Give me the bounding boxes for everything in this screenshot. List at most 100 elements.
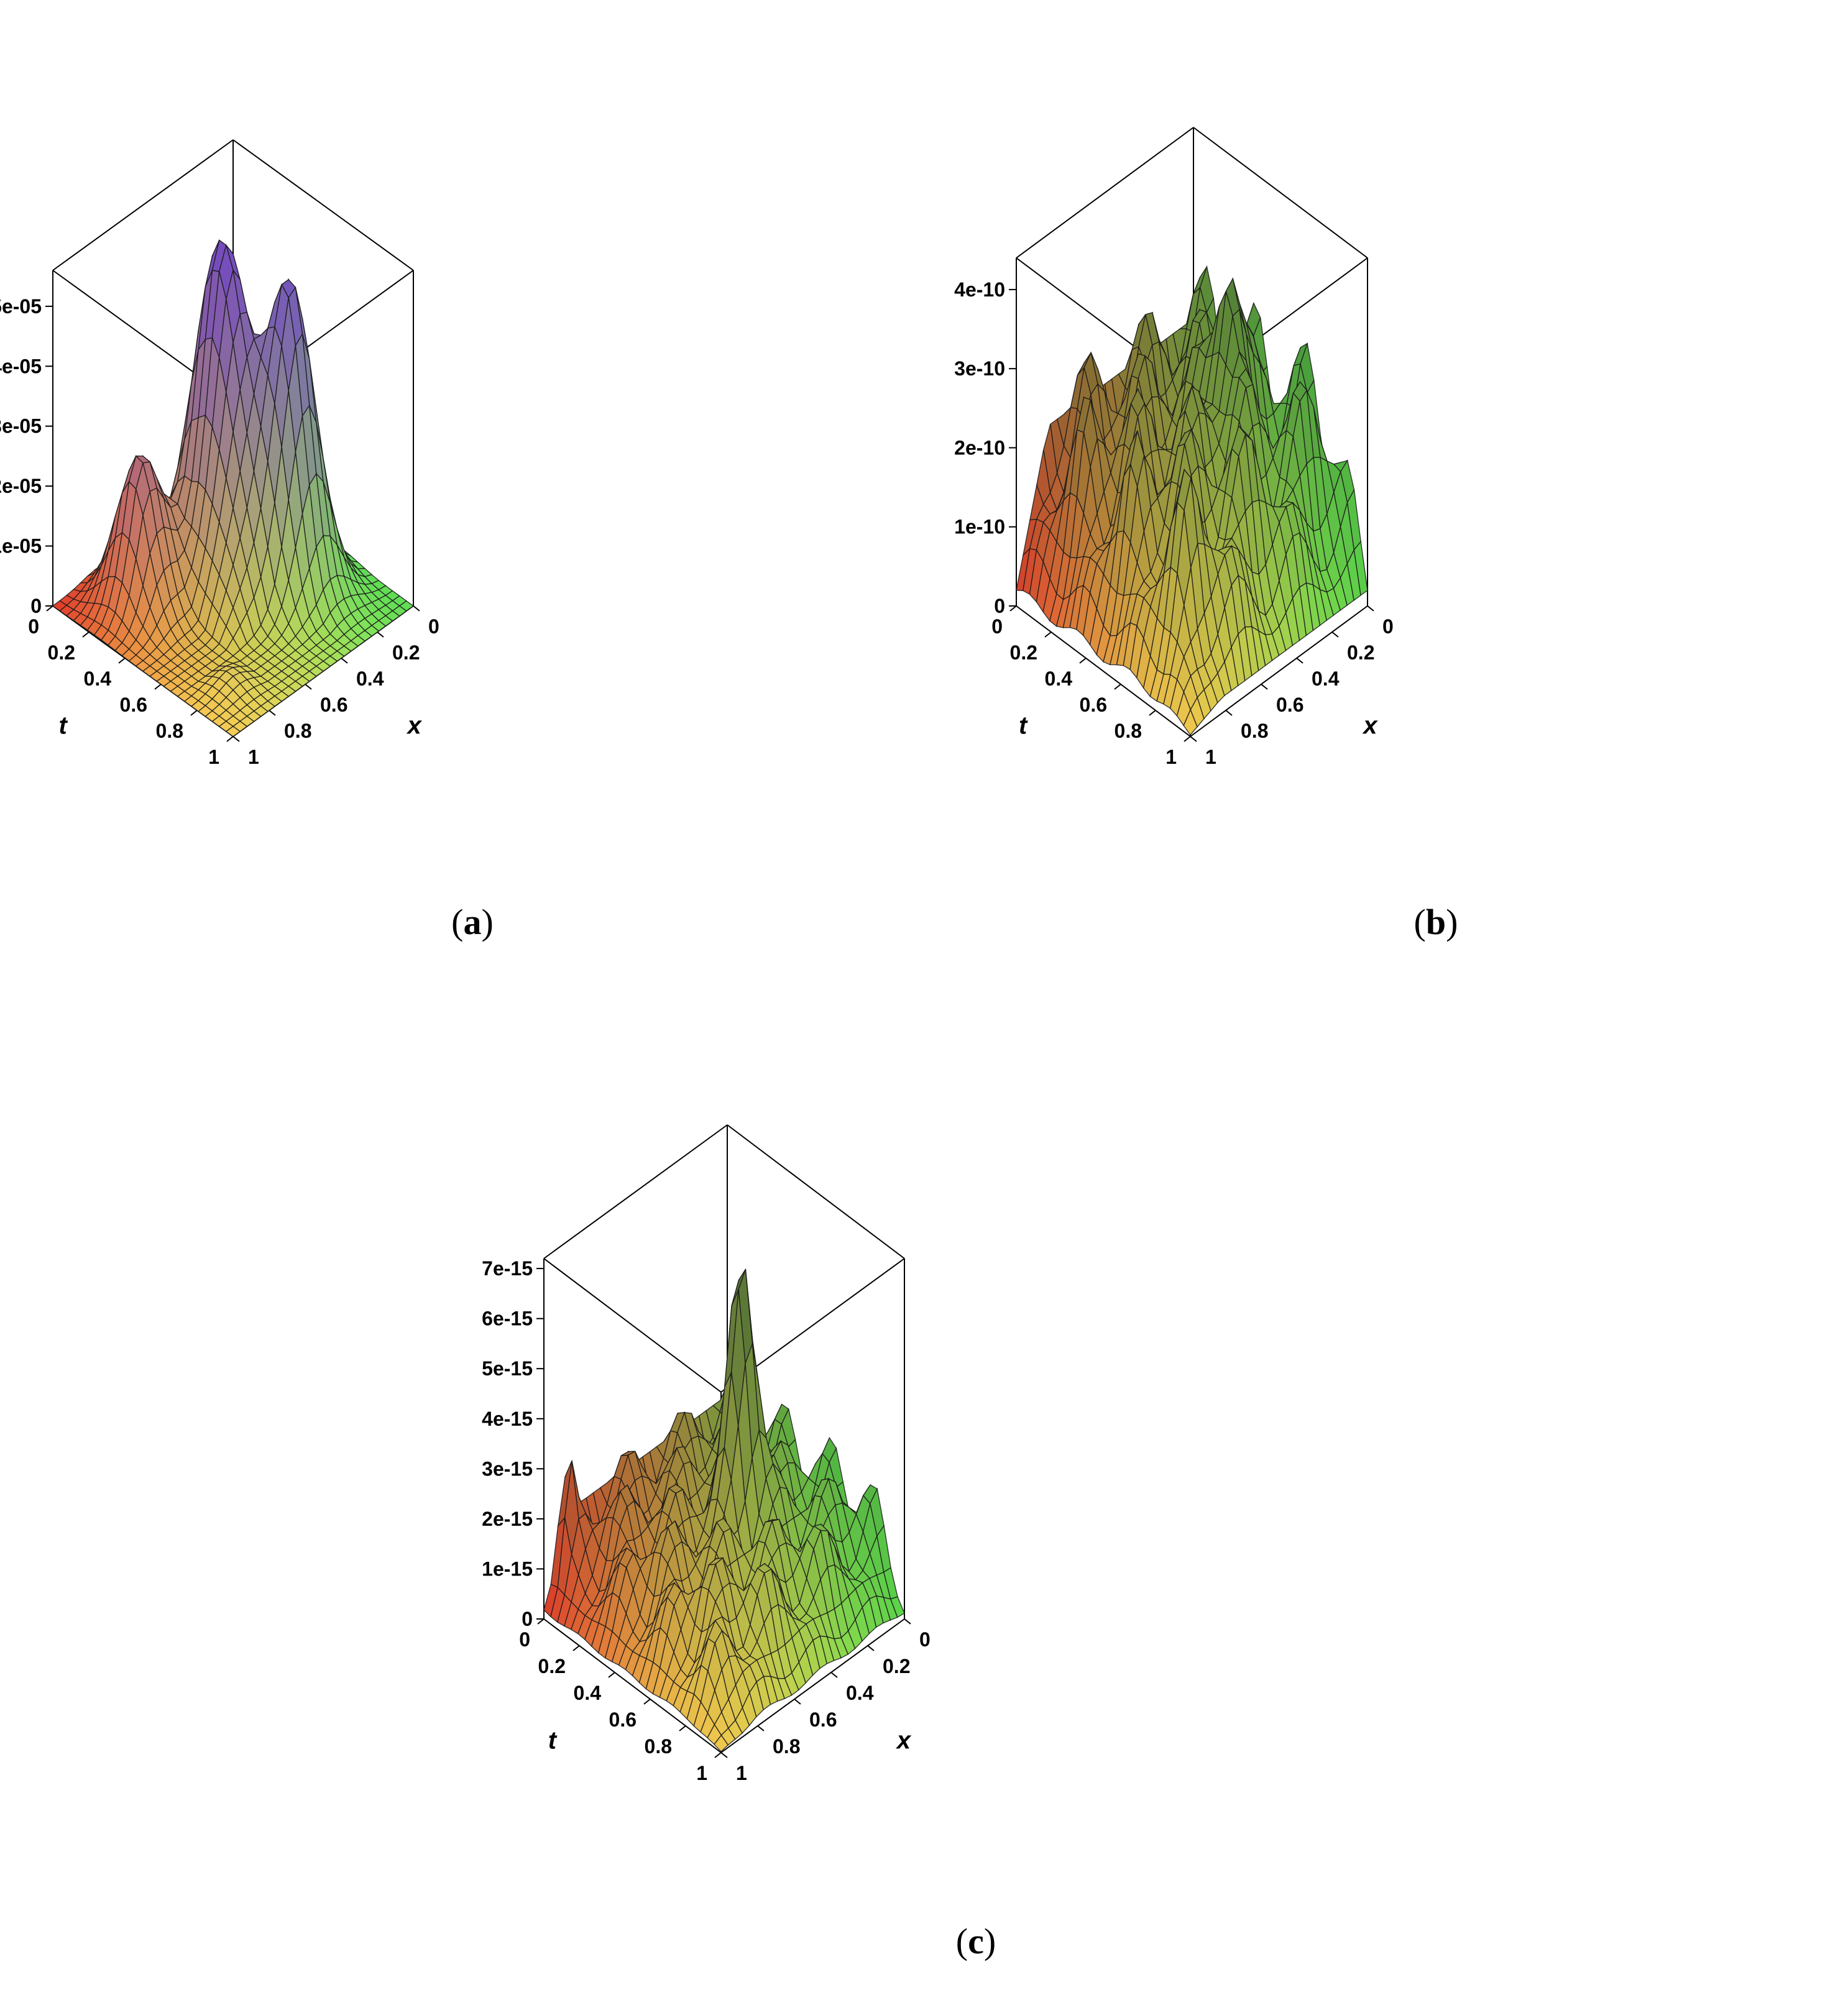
t-tick-label: 0.6 — [1080, 694, 1107, 716]
t-tick-label: 0.8 — [156, 720, 183, 742]
t-tick — [679, 1725, 686, 1731]
x-tick — [413, 605, 420, 612]
z-tick-label: 2e-10 — [954, 436, 1005, 459]
x-axis-label: x — [896, 1726, 912, 1754]
x-tick — [1225, 710, 1233, 716]
axes: 0 1e-10 2e-10 3e-10 4e-10 0 0.2 0.4 0.6 0.8 1 t 0 0.2… — [954, 278, 1394, 768]
z-tick-label: 3e-10 — [954, 357, 1005, 380]
x-tick-label: 0.8 — [1241, 720, 1268, 742]
surface-patch — [1183, 708, 1198, 736]
surface-mesh — [543, 1268, 905, 1753]
z-tick-label: 4e-15 — [482, 1408, 533, 1430]
x-tick — [305, 684, 312, 690]
z-tick-label: 1e-15 — [482, 1557, 533, 1580]
t-axis-label: t — [1019, 712, 1028, 740]
z-tick-label: 7e-15 — [482, 1257, 533, 1280]
x-tick-label: 1 — [1205, 746, 1216, 768]
box-edge — [52, 139, 234, 271]
t-tick — [1044, 631, 1052, 638]
z-tick-label: 6e-15 — [482, 1308, 533, 1330]
box-edge — [1016, 605, 1191, 737]
box-edge — [1193, 127, 1368, 259]
t-tick-label: 0.4 — [1045, 667, 1073, 690]
t-tick — [190, 710, 198, 716]
box-edge — [543, 1124, 728, 1259]
t-tick-label: 0.2 — [538, 1655, 566, 1677]
panel-b: 0 1e-10 2e-10 3e-10 4e-10 0 0.2 0.4 0.6 0.8 1 t 0 0.2… — [945, 0, 1846, 970]
x-tick — [1367, 605, 1374, 612]
panel-a: 0 1e-05 2e-05 3e-05 4e-05 5e-05 0 0.2 0.4 0.6 0.8 1… — [0, 0, 908, 970]
t-tick-label: 0 — [28, 615, 39, 638]
x-tick — [794, 1699, 801, 1705]
box-edge — [1016, 127, 1194, 259]
caption-c: (c) — [955, 1921, 996, 1961]
t-tick-label: 0.6 — [609, 1708, 637, 1731]
x-tick — [232, 736, 240, 742]
x-tick — [1296, 658, 1303, 664]
z-tick-label: 1e-05 — [0, 535, 42, 557]
x-tick — [1261, 684, 1268, 690]
z-tick-label: 3e-05 — [0, 415, 42, 438]
x-tick-label: 0.6 — [1276, 694, 1303, 716]
x-tick-label: 0.4 — [846, 1682, 874, 1704]
x-tick — [341, 658, 348, 664]
x-tick-label: 0.8 — [284, 720, 311, 742]
z-tick-label: 5e-05 — [0, 295, 42, 318]
box-edge — [727, 1124, 905, 1259]
z-tick-label: 2e-15 — [482, 1508, 533, 1530]
x-tick-label: 0 — [428, 615, 439, 638]
t-tick — [643, 1699, 651, 1705]
t-tick-label: 0.2 — [1010, 641, 1037, 664]
t-tick — [46, 605, 53, 612]
z-tick-label: 1e-10 — [954, 516, 1005, 538]
surface-mesh — [52, 239, 415, 737]
t-tick — [714, 1752, 722, 1758]
box-edge — [232, 139, 414, 271]
surface-patch — [714, 1734, 729, 1753]
x-tick-label: 0.6 — [809, 1708, 837, 1731]
x-tick-label: 0.2 — [1347, 641, 1374, 664]
x-tick — [757, 1725, 765, 1731]
t-tick-label: 0.4 — [574, 1682, 602, 1704]
axes: 0 1e-05 2e-05 3e-05 4e-05 5e-05 0 0.2 0.4 0.6 0.8 1… — [0, 295, 439, 768]
surface-plot-b: 0 1e-10 2e-10 3e-10 4e-10 0 0.2 0.4 0.6 0.8 1 t 0 0.2… — [954, 127, 1394, 768]
z-tick-label: 3e-15 — [482, 1457, 533, 1480]
t-tick — [226, 736, 234, 742]
axes: 0 1e-15 2e-15 3e-15 4e-15 5e-15 6e-15 7e-15 0 0.2… — [482, 1257, 931, 1784]
x-tick — [867, 1645, 875, 1651]
t-tick-label: 0.6 — [120, 694, 147, 716]
x-tick-label: 0.6 — [320, 694, 347, 716]
z-tick-label: 0 — [30, 595, 42, 617]
x-tick — [377, 631, 384, 638]
surface-plot-a: 0 1e-05 2e-05 3e-05 4e-05 5e-05 0 0.2 0.4 0.6 0.8 1… — [0, 139, 439, 768]
caption-a: (a) — [451, 902, 494, 942]
t-tick-label: 1 — [696, 1762, 707, 1784]
z-tick-label: 0 — [522, 1608, 533, 1630]
x-tick-label: 0.2 — [883, 1655, 910, 1677]
z-tick-label: 0 — [994, 595, 1005, 617]
box-edge — [543, 1258, 722, 1393]
surface-plot-c: 0 1e-15 2e-15 3e-15 4e-15 5e-15 6e-15 7e-15 0 0.2… — [482, 1124, 931, 1784]
x-tick-label: 0.4 — [1312, 667, 1340, 690]
t-axis-label: t — [548, 1726, 558, 1754]
x-tick — [904, 1618, 911, 1625]
x-tick — [269, 710, 276, 716]
t-tick — [537, 1618, 545, 1625]
surface-mesh — [1016, 265, 1368, 736]
x-tick-label: 0.4 — [356, 667, 384, 690]
t-tick — [118, 658, 126, 664]
t-tick — [1184, 736, 1191, 742]
t-tick-label: 0.8 — [645, 1735, 672, 1758]
t-tick-label: 0 — [991, 615, 1003, 638]
x-tick-label: 0 — [1382, 615, 1394, 638]
x-tick-label: 0.2 — [392, 641, 420, 664]
t-tick-label: 0.8 — [1115, 720, 1142, 742]
z-tick-label: 5e-15 — [482, 1357, 533, 1380]
t-tick — [154, 684, 162, 690]
t-tick — [1079, 658, 1087, 664]
t-tick-label: 1 — [1165, 746, 1177, 768]
x-axis-label: x — [1362, 712, 1378, 740]
t-tick — [82, 631, 90, 638]
x-tick — [720, 1752, 728, 1758]
t-axis-label: t — [59, 712, 68, 740]
